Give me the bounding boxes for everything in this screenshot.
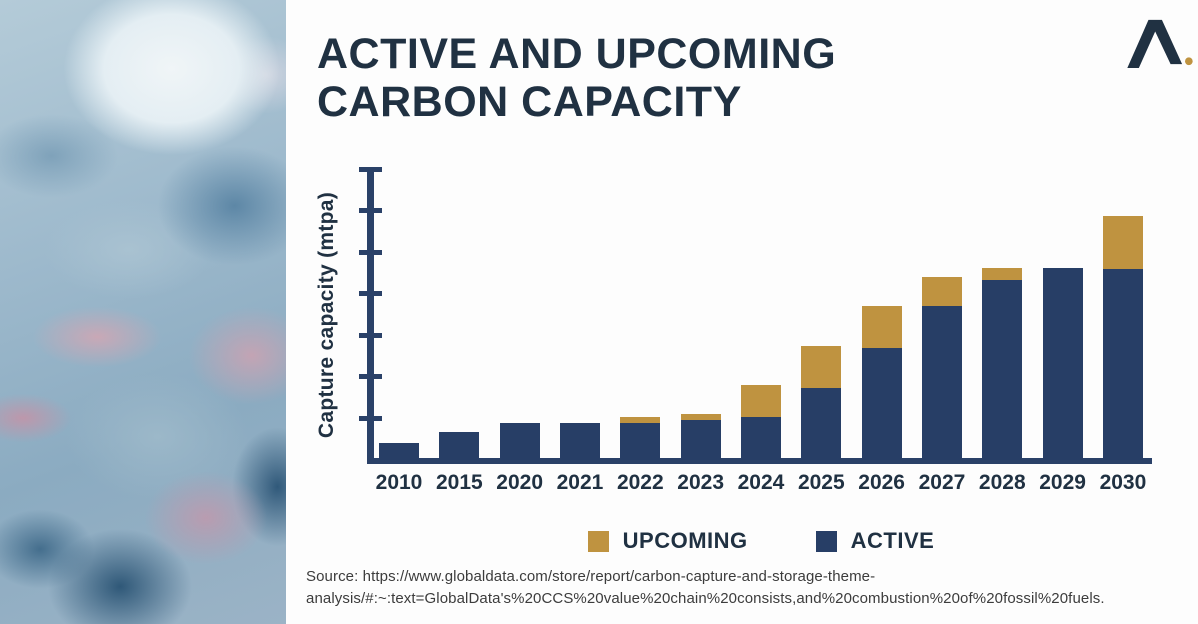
x-tick-label: 2021: [556, 471, 604, 494]
bar-stack: [1042, 268, 1083, 460]
chart-title: ACTIVE AND UPCOMING CARBON CAPACITY: [317, 30, 837, 126]
y-axis-label: Capture capacity (mtpa): [315, 191, 338, 439]
bar-segment-upcoming: [740, 385, 781, 417]
bar-segment-upcoming: [1102, 216, 1143, 269]
bar-cell-2026: [853, 168, 911, 460]
x-tick-label: 2029: [1039, 471, 1086, 494]
bar-cell-2015: [430, 168, 488, 460]
x-tick-label: 2020: [496, 471, 544, 494]
x-axis-labels: 2010 2015 2020 2021 2022 2023 2024 2025 2026 2027…: [370, 471, 1152, 495]
bar-segment-active: [439, 432, 480, 460]
y-axis-tick: [359, 416, 382, 421]
bar-segment-active: [982, 280, 1023, 460]
x-axis-line: [367, 458, 1152, 464]
legend-label: ACTIVE: [850, 528, 935, 553]
x-tick-label: 2026: [858, 471, 905, 494]
bar-series-area: [370, 168, 1152, 460]
bar-segment-active: [861, 348, 902, 460]
x-tick-label: 2015: [435, 471, 483, 494]
bar-cell-2023: [672, 168, 730, 460]
legend-swatch-icon: [587, 530, 609, 552]
y-axis-tick: [359, 291, 382, 296]
chart-legend: UPCOMING ACTIVE: [370, 528, 1152, 554]
bar-segment-active: [921, 306, 962, 460]
bar-segment-upcoming: [680, 414, 721, 420]
logo-gold-dot: [1185, 57, 1193, 66]
x-tick-label: 2024: [737, 471, 785, 494]
source-line-2: analysis/#:~:text=GlobalData's%20CCS%20v…: [306, 590, 1105, 607]
bar-cell-2027: [913, 168, 971, 460]
legend-item-active: ACTIVE: [815, 528, 935, 554]
bar-segment-upcoming: [861, 306, 902, 348]
x-tick-label: 2022: [616, 471, 664, 494]
bar-stack: [921, 277, 962, 460]
bar-segment-active: [680, 420, 721, 460]
bar-segment-active: [620, 423, 661, 460]
bar-stack: [680, 414, 721, 460]
bar-segment-active: [1102, 269, 1143, 460]
x-tick-label: 2027: [918, 471, 966, 494]
bar-stack: [861, 306, 902, 460]
legend-item-upcoming: UPCOMING: [587, 528, 748, 554]
bar-cell-2022: [611, 168, 669, 460]
bar-stack: [620, 417, 661, 460]
x-tick-label: 2030: [1099, 471, 1147, 494]
y-axis-tick: [359, 208, 382, 213]
source-line-1: Source: https://www.globaldata.com/store…: [306, 568, 876, 585]
x-tick-label: 2010: [375, 471, 423, 494]
caret-logo-icon: [1127, 19, 1193, 68]
bar-stack: [559, 423, 600, 460]
bar-segment-upcoming: [982, 268, 1023, 280]
y-axis-tick: [359, 374, 382, 379]
bar-segment-active: [499, 423, 540, 460]
bar-stack: [801, 346, 842, 460]
bar-stack: [439, 432, 480, 460]
bar-stack: [499, 423, 540, 460]
legend-label: UPCOMING: [622, 528, 748, 553]
bar-stack: [982, 268, 1023, 460]
bar-stack: [740, 385, 781, 460]
y-axis-tick: [359, 167, 382, 172]
bar-segment-active: [740, 417, 781, 460]
legend-swatch-icon: [815, 530, 837, 552]
bar-cell-2029: [1034, 168, 1092, 460]
bar-cell-2024: [732, 168, 790, 460]
x-tick-label: 2028: [978, 471, 1026, 494]
source-citation: Source: https://www.globaldata.com/store…: [306, 566, 1198, 610]
bar-cell-2028: [973, 168, 1031, 460]
bar-segment-active: [559, 423, 600, 460]
x-tick-label: 2025: [797, 471, 845, 494]
bar-segment-active: [379, 443, 419, 460]
bar-stack: [1102, 216, 1143, 460]
satellite-terrain-image: [0, 0, 286, 624]
bar-cell-2021: [551, 168, 609, 460]
bar-segment-upcoming: [620, 417, 661, 423]
bar-segment-active: [1042, 268, 1083, 460]
x-tick-label: 2023: [677, 471, 724, 494]
bar-segment-active: [801, 388, 842, 460]
y-axis-tick: [359, 250, 382, 255]
bar-stack: [379, 443, 419, 460]
bar-cell-2010: [370, 168, 428, 460]
bar-cell-2030: [1094, 168, 1152, 460]
brand-logo: [1126, 18, 1194, 68]
bar-cell-2020: [491, 168, 549, 460]
y-axis-line: [367, 167, 374, 464]
bar-segment-upcoming: [921, 277, 962, 306]
bar-cell-2025: [792, 168, 850, 460]
y-axis-tick: [359, 333, 382, 338]
bar-segment-upcoming: [801, 346, 842, 388]
